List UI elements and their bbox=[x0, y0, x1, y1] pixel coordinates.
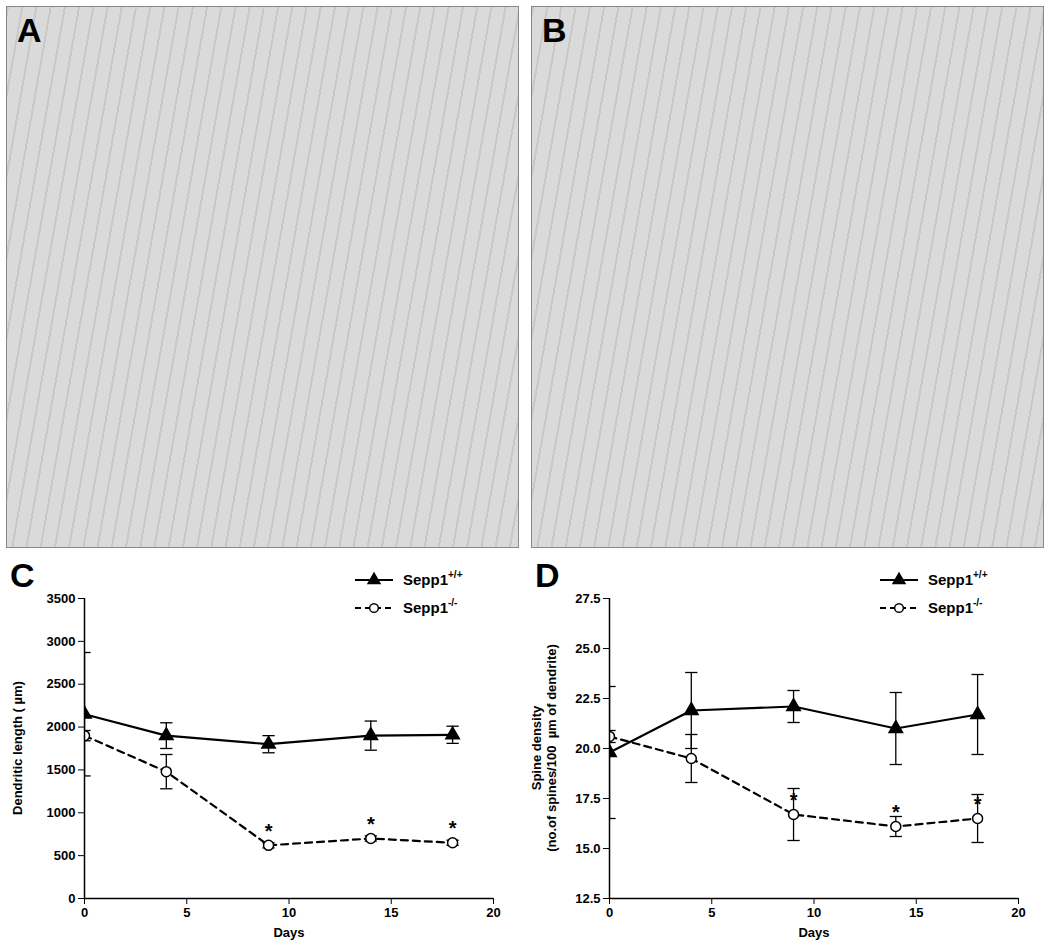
svg-text:20: 20 bbox=[486, 905, 500, 920]
svg-text:15: 15 bbox=[384, 905, 398, 920]
svg-text:20.0: 20.0 bbox=[575, 741, 600, 756]
svg-text:Dendritic length ( µm): Dendritic length ( µm) bbox=[10, 681, 25, 815]
svg-text:3500: 3500 bbox=[47, 591, 76, 606]
svg-text:0: 0 bbox=[68, 891, 75, 906]
svg-text:22.5: 22.5 bbox=[575, 691, 600, 706]
svg-text:12.5: 12.5 bbox=[575, 891, 600, 906]
svg-text:*: * bbox=[449, 817, 457, 839]
svg-text:*: * bbox=[974, 793, 982, 815]
svg-text:*: * bbox=[892, 801, 900, 823]
svg-text:10: 10 bbox=[807, 905, 821, 920]
svg-text:500: 500 bbox=[54, 848, 76, 863]
svg-text:Sepp1+/+: Sepp1+/+ bbox=[928, 569, 988, 588]
svg-text:3000: 3000 bbox=[47, 634, 76, 649]
svg-text:27.5: 27.5 bbox=[575, 591, 600, 606]
svg-text:*: * bbox=[790, 789, 798, 811]
svg-text:*: * bbox=[265, 820, 273, 842]
svg-text:Sepp1+/+: Sepp1+/+ bbox=[403, 569, 463, 588]
svg-text:Spine density(no.of spines/100: Spine density(no.of spines/100 µm of den… bbox=[529, 644, 559, 852]
svg-text:0: 0 bbox=[606, 905, 613, 920]
svg-text:1000: 1000 bbox=[47, 805, 76, 820]
html-text:D: D bbox=[535, 556, 560, 594]
svg-text:Days: Days bbox=[273, 925, 304, 940]
html-text:C: C bbox=[10, 556, 35, 594]
html-text:B: B bbox=[542, 11, 567, 49]
svg-text:Days: Days bbox=[798, 925, 829, 940]
svg-text:17.5: 17.5 bbox=[575, 791, 600, 806]
svg-text:Sepp1-/-: Sepp1-/- bbox=[403, 597, 457, 616]
svg-text:Sepp1-/-: Sepp1-/- bbox=[928, 597, 982, 616]
svg-text:1500: 1500 bbox=[47, 762, 76, 777]
html-text:A: A bbox=[17, 11, 42, 49]
svg-text:10: 10 bbox=[282, 905, 296, 920]
svg-text:2500: 2500 bbox=[47, 676, 76, 691]
svg-text:25.0: 25.0 bbox=[575, 641, 600, 656]
svg-text:20: 20 bbox=[1011, 905, 1025, 920]
svg-text:0: 0 bbox=[81, 905, 88, 920]
svg-text:5: 5 bbox=[183, 905, 190, 920]
svg-text:15.0: 15.0 bbox=[575, 841, 600, 856]
svg-text:2000: 2000 bbox=[47, 719, 76, 734]
svg-text:*: * bbox=[367, 813, 375, 835]
svg-text:15: 15 bbox=[909, 905, 923, 920]
svg-text:5: 5 bbox=[708, 905, 715, 920]
